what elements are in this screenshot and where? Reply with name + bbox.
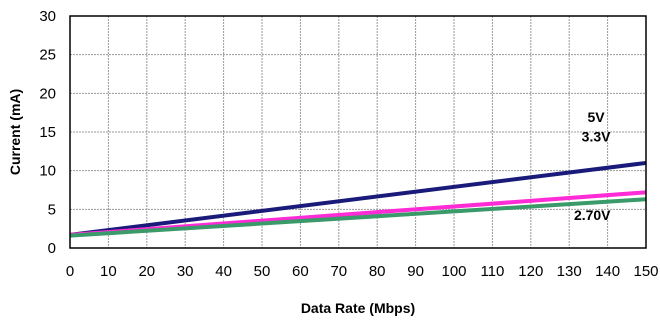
- series-line-5v: [69, 160, 647, 237]
- y-tick-label: 30: [39, 8, 56, 25]
- series-lines: [69, 160, 647, 238]
- series-labels: 5V 3.3V 2.70V: [574, 109, 611, 223]
- y-tick-label: 10: [39, 163, 56, 180]
- y-tick-labels: 0 5 10 15 20 25 30: [39, 8, 56, 257]
- x-tick-label: 40: [215, 263, 232, 280]
- x-tick-label: 110: [480, 263, 504, 280]
- x-axis-title: Data Rate (Mbps): [301, 300, 415, 316]
- y-axis-title: Current (mA): [7, 89, 23, 175]
- x-tick-label: 0: [66, 263, 74, 280]
- y-tick-label: 15: [39, 124, 56, 141]
- x-tick-label: 120: [518, 263, 543, 280]
- y-tick-label: 20: [39, 85, 56, 102]
- x-tick-label: 10: [100, 263, 117, 280]
- x-tick-label: 140: [595, 263, 620, 280]
- y-tick-label: 5: [48, 201, 56, 218]
- x-tick-label: 50: [254, 263, 271, 280]
- x-tick-label: 30: [177, 263, 194, 280]
- x-tick-label: 150: [633, 263, 658, 280]
- series-label-5v: 5V: [588, 109, 606, 125]
- x-tick-label: 60: [292, 263, 309, 280]
- y-tick-label: 25: [39, 47, 56, 64]
- x-tick-label: 80: [369, 263, 386, 280]
- series-line-2-70v: [69, 197, 647, 238]
- y-tick-label: 0: [48, 240, 56, 257]
- x-tick-label: 130: [557, 263, 582, 280]
- x-tick-label: 20: [138, 263, 155, 280]
- series-label-3-3v: 3.3V: [582, 128, 611, 144]
- series-label-2-70v: 2.70V: [574, 207, 611, 223]
- x-tick-label: 70: [330, 263, 347, 280]
- x-tick-label: 90: [407, 263, 424, 280]
- plot-border: [69, 15, 647, 249]
- x-tick-labels: 0 10 20 30 40 50 60 70 80 90 100 110 120 130 140 150: [66, 263, 659, 280]
- x-tick-label: 100: [441, 263, 466, 280]
